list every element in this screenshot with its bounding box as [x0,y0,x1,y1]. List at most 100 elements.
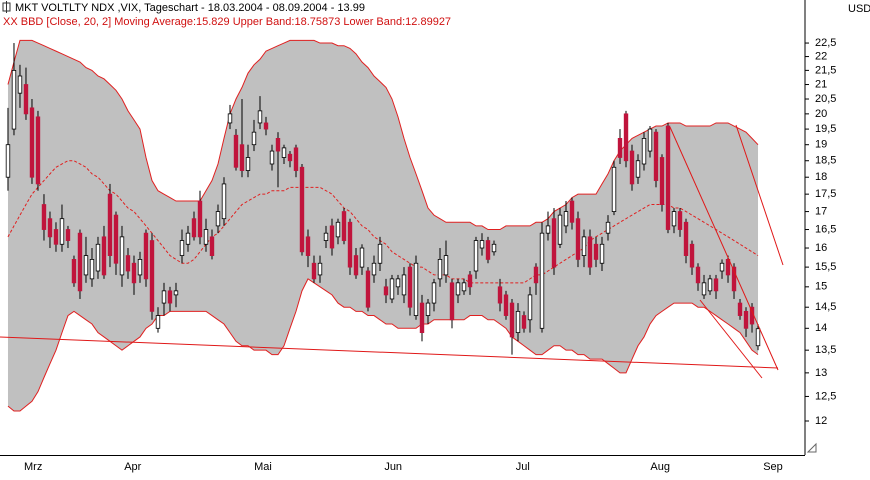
candle-body [83,255,89,276]
candle-body [335,221,341,238]
candle-body [257,110,263,124]
y-tick-label: 19 [815,139,827,151]
y-tick-label: 22,5 [815,37,836,49]
candle-body [149,240,155,312]
candle-body [221,183,227,220]
x-tick-label: Aug [650,461,670,473]
candle-body [497,286,503,304]
chart-title: MKT VOLTLTY NDX ,VIX, Tageschart - 18.03… [15,2,365,14]
candle-body [557,214,563,245]
candle-body [503,294,509,316]
x-tick-label: Mai [254,461,272,473]
candle-body [623,113,629,162]
candle-body [737,302,743,316]
trend-line [735,124,784,266]
y-tick-label: 13,5 [815,344,836,356]
candle-body [167,290,173,304]
candle-body [287,153,293,162]
candle-body [251,131,257,146]
candle-body [77,232,83,292]
candle-body [209,236,215,256]
candle-body [665,125,671,230]
y-tick-label: 19,5 [815,123,836,135]
candle-body [317,262,323,276]
candle-body [527,294,533,321]
y-tick-label: 21,5 [815,64,836,76]
candle-body [179,240,185,256]
candle-body [611,166,617,212]
candle-body [743,310,749,329]
candle-body [65,229,71,241]
candle-body [269,150,275,165]
candle-body [11,69,17,130]
trend-lines [0,124,784,379]
y-tick-label: 13 [815,367,827,379]
candle-body [515,310,521,334]
x-tick-label: Jul [516,461,530,473]
candle-body [47,218,53,238]
x-tick-label: Sep [763,461,783,473]
candle-body [239,144,245,171]
band-area [7,40,759,412]
candle-body [701,282,707,296]
candle-body [389,278,395,300]
candle-body [53,229,59,245]
candle-body [395,278,401,288]
candle-body [413,262,419,316]
candles [5,43,761,355]
candle-body [383,286,389,296]
y-tick-label: 22 [815,50,827,62]
corner-marker [806,442,817,453]
y-tick-label: 16 [815,242,827,254]
y-tick-label: 20,5 [815,93,836,105]
candle-body [593,243,599,260]
trend-line [699,299,763,379]
candle-body [59,218,65,245]
candle-body [137,259,143,276]
candle-body [215,211,221,227]
candle-body [293,147,299,171]
legend: MKT VOLTLTY NDX ,VIX, Tageschart - 18.03… [2,1,451,28]
candle-body [353,255,359,276]
candle-body [71,259,77,284]
candle-body [521,315,527,329]
candle-body [725,259,731,276]
candle-body [479,240,485,249]
candle-body [683,221,689,256]
candle-body [371,262,377,276]
y-tick-label: 15 [815,281,827,293]
candle-body [347,221,353,268]
candle-body [425,302,431,316]
candle-body [419,302,425,334]
candle-body [587,236,593,268]
candle-body [329,225,335,249]
candle-body [185,232,191,245]
y-tick-label: 15,5 [815,261,836,273]
candle-body [89,259,95,280]
candle-body [5,144,11,178]
candle-body [95,243,101,272]
candle-body [377,243,383,264]
candle-body [449,282,455,321]
candle-body [155,315,161,329]
candle-body [545,225,551,234]
candle-body [131,262,137,284]
y-tick-label: 20 [815,108,827,120]
candle-body [755,328,761,347]
candle-body [575,218,581,260]
candle-body [107,193,113,256]
candle-body [113,214,119,264]
candle-body [605,221,611,234]
candle-body [629,150,635,185]
axes: 22,522 21,5 21 20,5 20 19,5 19 18,5 18 17,5 17 16,5… [0,0,836,473]
candle-body [443,255,449,276]
candle-body [143,232,149,280]
candle-body [41,204,47,230]
candle-body [29,107,35,178]
candle-body [275,138,281,152]
trend-line [669,126,779,371]
candle-body [323,232,329,241]
x-tick-label: Jun [384,461,402,473]
